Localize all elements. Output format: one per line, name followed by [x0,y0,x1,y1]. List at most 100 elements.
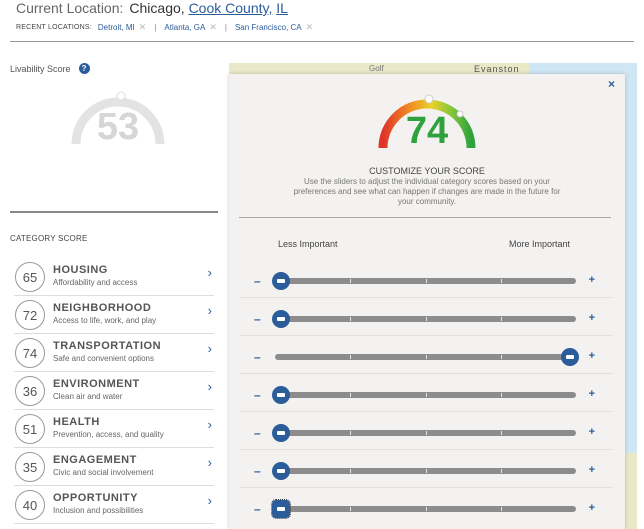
livability-score-heading: Livability Score ? [10,63,90,74]
slider-handle[interactable] [272,272,290,290]
category-description: Safe and convenient options [53,354,154,363]
gauge-arc-icon [71,91,165,145]
importance-slider[interactable] [272,462,576,480]
chevron-right-icon[interactable]: › [207,265,212,280]
chevron-right-icon[interactable]: › [207,417,212,432]
remove-location-icon[interactable]: ✕ [209,22,217,32]
customize-title: CUSTOMIZE YOUR SCORE [369,166,485,176]
slider-handle[interactable] [272,386,290,404]
chevron-right-icon[interactable]: › [207,341,212,356]
slider-tick [500,469,502,473]
category-description: Clean air and water [53,392,123,401]
current-location-label: Current Location: [16,0,124,16]
custom-score-value: 74 [405,110,449,152]
chevron-right-icon[interactable]: › [207,379,212,394]
importance-slider[interactable] [275,348,579,366]
slider-tick [425,393,427,397]
increase-button[interactable]: + [588,312,595,324]
slider-tick [500,355,502,359]
recent-locations-label: RECENT LOCATIONS: [16,24,92,31]
livability-gauge: 53 [66,88,170,154]
category-description: Inclusion and possibilities [53,506,144,515]
livability-score-label: Livability Score [10,63,71,74]
slider-handle[interactable] [272,462,290,480]
remove-location-icon[interactable]: ✕ [138,22,147,32]
category-health[interactable]: 51 HEALTH Prevention, access, and qualit… [14,410,214,448]
category-name: ENGAGEMENT [53,454,137,466]
custom-score-gauge: 74 [373,90,481,156]
importance-slider-row: – + [239,488,613,526]
importance-slider[interactable] [272,386,576,404]
decrease-button[interactable]: – [254,426,261,440]
category-name: OPPORTUNITY [53,492,138,504]
current-city: Chicago, [129,0,185,16]
category-transportation[interactable]: 74 TRANSPORTATION Safe and convenient op… [14,334,214,372]
slider-tick [500,393,502,397]
slider-tick [500,507,502,511]
help-icon[interactable]: ? [78,63,90,74]
slider-handle[interactable] [272,424,290,442]
map-land-edge [623,453,637,529]
category-opportunity[interactable]: 40 OPPORTUNITY Inclusion and possibiliti… [14,486,214,524]
slider-tick [425,507,427,511]
category-engagement[interactable]: 35 ENGAGEMENT Civic and social involveme… [14,448,214,486]
county-link[interactable]: Cook County, [188,0,273,16]
increase-button[interactable]: + [588,274,595,286]
slider-tick [350,431,352,435]
increase-button[interactable]: + [588,350,595,362]
category-list: 65 HOUSING Affordability and access › 72… [14,258,220,524]
increase-button[interactable]: + [588,426,595,438]
slider-tick [425,279,427,283]
slider-tick [350,393,352,397]
chevron-right-icon[interactable]: › [207,455,212,470]
slider-tick [425,355,427,359]
location-header: Current Location: Chicago, Cook County, I… [16,0,636,33]
importance-slider[interactable] [271,499,576,519]
map-land-top [229,63,529,75]
recent-location-link[interactable]: Atlanta, GA [164,23,206,32]
category-name: ENVIRONMENT [53,378,140,390]
decrease-button[interactable]: – [254,388,261,402]
category-score-title: CATEGORY SCORE [10,234,88,243]
importance-slider-row: – + [239,260,613,298]
recent-location-link[interactable]: San Francisco, CA [234,23,302,32]
increase-button[interactable]: + [588,502,595,514]
importance-slider[interactable] [272,310,576,328]
category-housing[interactable]: 65 HOUSING Affordability and access › [14,258,214,296]
decrease-button[interactable]: – [254,502,261,516]
category-score-badge: 72 [15,300,45,330]
importance-slider-row: – + [239,298,613,336]
decrease-button[interactable]: – [254,274,261,288]
recent-location-link[interactable]: Detroit, MI [97,23,135,32]
close-icon[interactable]: × [607,77,615,91]
more-important-label: More Important [509,239,571,249]
slider-handle[interactable] [272,310,290,328]
decrease-button[interactable]: – [254,350,261,364]
state-link[interactable]: IL [276,0,288,16]
importance-slider-row: – + [239,412,613,450]
slider-handle[interactable] [271,499,291,519]
current-location: Current Location: Chicago, Cook County, I… [16,0,636,16]
chevron-right-icon[interactable]: › [207,303,212,318]
slider-handle[interactable] [561,348,579,366]
category-description: Affordability and access [53,278,138,287]
decrease-button[interactable]: – [254,464,261,478]
category-environment[interactable]: 36 ENVIRONMENT Clean air and water › [14,372,214,410]
map-label: Evanston [474,64,520,74]
importance-slider[interactable] [272,272,576,290]
modal-divider [239,217,611,218]
slider-tick [350,279,352,283]
category-neighborhood[interactable]: 72 NEIGHBORHOOD Access to life, work, an… [14,296,214,334]
increase-button[interactable]: + [588,464,595,476]
chevron-right-icon[interactable]: › [207,493,212,508]
increase-button[interactable]: + [588,388,595,400]
remove-location-icon[interactable]: ✕ [305,22,314,32]
importance-slider[interactable] [272,424,576,442]
category-score-badge: 36 [15,376,45,406]
category-score-badge: 74 [15,338,45,368]
separator: | [154,23,157,32]
decrease-button[interactable]: – [254,312,261,326]
category-score-badge: 65 [15,262,45,292]
slider-tick [350,507,352,511]
category-name: TRANSPORTATION [53,340,162,352]
